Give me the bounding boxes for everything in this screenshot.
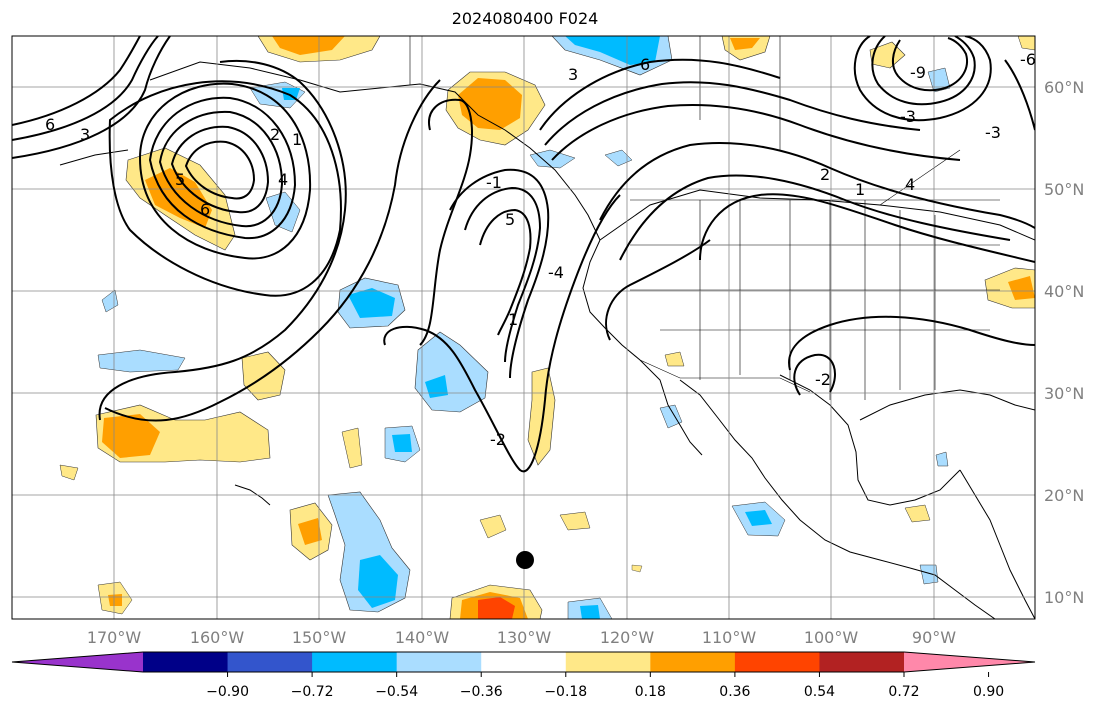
colorbar-segment — [312, 652, 398, 672]
colorbar-tick-label: 0.54 — [804, 684, 835, 700]
lon-label: 110°W — [702, 628, 757, 647]
colorbar-segment — [819, 652, 905, 672]
lon-label: 90°W — [912, 628, 956, 647]
contour-label: 6 — [200, 200, 210, 219]
colorbar-tick-label: 0.36 — [719, 684, 750, 700]
colorbar-segment — [227, 652, 313, 672]
colorbar-segment — [734, 652, 820, 672]
contour-label: 2 — [820, 165, 830, 184]
contour-label: 4 — [905, 175, 915, 194]
contour-label: 5 — [175, 170, 185, 189]
lat-label: 40°N — [1044, 282, 1084, 301]
lon-label: 160°W — [190, 628, 245, 647]
lon-label: 130°W — [497, 628, 552, 647]
contour-label: -3 — [900, 107, 916, 126]
contour-label: 5 — [505, 210, 515, 229]
colorbar-extend-low — [12, 652, 143, 672]
colorbar-tick-label: −0.72 — [291, 684, 334, 700]
contour-label-group: 6 3 2 1 5 4 6 -3 6 3 2 1 4 5 -4 -1 1 -2 … — [45, 50, 1036, 449]
gridlines — [12, 36, 1035, 619]
colorbar-tick-label: −0.90 — [206, 684, 249, 700]
lat-label: 20°N — [1044, 486, 1084, 505]
lat-label: 50°N — [1044, 180, 1084, 199]
colorbar-extend-high — [904, 652, 1035, 672]
lat-label: 60°N — [1044, 78, 1084, 97]
colorbar-tick-label: 0.72 — [888, 684, 919, 700]
contour-label: 1 — [508, 310, 518, 329]
contour-label: 1 — [292, 130, 302, 149]
lon-label: 140°W — [395, 628, 450, 647]
contour-label: -1 — [486, 173, 502, 192]
contour-label: 3 — [568, 65, 578, 84]
colorbar-outline — [11, 651, 1036, 673]
contour-label: -2 — [490, 430, 506, 449]
contour-label: 2 — [270, 125, 280, 144]
shaded-anomalies — [59, 36, 1035, 619]
contour-label: 1 — [855, 180, 865, 199]
lon-label: 150°W — [292, 628, 347, 647]
map-frame — [11, 35, 1036, 620]
longitude-axis: 170°W 160°W 150°W 140°W 130°W 120°W 110°… — [87, 628, 956, 647]
colorbar — [11, 651, 1036, 673]
contour-label: -3 — [985, 123, 1001, 142]
location-marker[interactable] — [516, 551, 534, 569]
contour-label: -9 — [910, 63, 926, 82]
colorbar-segment — [481, 652, 567, 672]
colorbar-segment — [565, 652, 651, 672]
colorbar-tick-label: −0.36 — [460, 684, 503, 700]
colorbar-tick-label: 0.18 — [635, 684, 666, 700]
map-title: 2024080400 F024 — [451, 9, 599, 28]
colorbar-segment — [396, 652, 482, 672]
colorbar-tick-label: −0.18 — [544, 684, 587, 700]
lon-label: 170°W — [87, 628, 142, 647]
colorbar-segment — [143, 652, 229, 672]
lon-label: 120°W — [600, 628, 655, 647]
map-panel[interactable]: 6 3 2 1 5 4 6 -3 6 3 2 1 4 5 -4 -1 1 -2 … — [11, 35, 1036, 620]
contour-label: 3 — [80, 125, 90, 144]
contour-lines — [12, 36, 1035, 473]
lat-label: 10°N — [1044, 588, 1084, 607]
lon-label: 100°W — [804, 628, 859, 647]
colorbar-tick-label: −0.54 — [375, 684, 418, 700]
lat-label: 30°N — [1044, 384, 1084, 403]
colorbar-segment — [650, 652, 736, 672]
colorbar-tick-label: 0.90 — [973, 684, 1004, 700]
contour-label: 6 — [640, 55, 650, 74]
latitude-axis: 60°N 50°N 40°N 30°N 20°N 10°N — [1044, 78, 1084, 607]
contour-label: -6 — [1020, 50, 1036, 69]
contour-label: 6 — [45, 115, 55, 134]
colorbar-ticks: −0.90 −0.72 −0.54 −0.36 −0.18 0.18 0.36 0.54 0.7… — [206, 672, 1004, 700]
contour-label: 4 — [278, 170, 288, 189]
contour-label: -4 — [548, 263, 564, 282]
contour-label: -2 — [815, 370, 831, 389]
